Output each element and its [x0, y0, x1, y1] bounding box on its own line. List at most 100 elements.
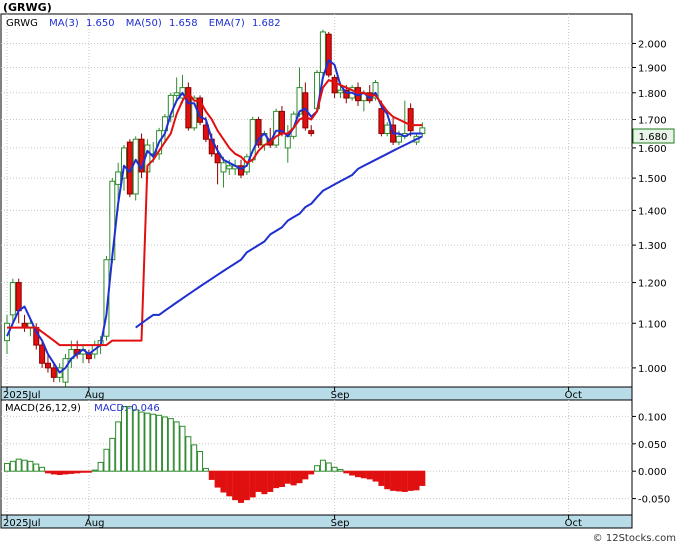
candle-body	[220, 162, 227, 173]
macd-bar	[273, 470, 280, 489]
candle	[9, 278, 16, 324]
candle	[255, 116, 262, 148]
price-y-axis: 2.000 1.900 1.800 1.700 1.600 1.500 1.400 1.300…	[632, 39, 667, 375]
macd-bar	[355, 470, 361, 478]
macd-legend-label: MACD(26,12,9)	[5, 403, 81, 414]
price-panel-frame	[0, 13, 633, 388]
macd-bar	[4, 463, 10, 472]
macd-bar	[220, 470, 227, 493]
price-grid	[1, 14, 632, 387]
candle	[419, 122, 426, 137]
price-lines	[6, 59, 423, 374]
macd-bar	[56, 470, 63, 475]
macd-bar	[33, 463, 40, 472]
candle-body	[173, 92, 180, 96]
macd-date-label: Aug	[85, 518, 105, 529]
macd-bar	[115, 421, 122, 472]
macd-bar	[191, 444, 198, 472]
macd-bar	[278, 470, 285, 488]
candle-body	[132, 138, 139, 195]
macd-bar	[156, 414, 163, 472]
macd-bar	[173, 421, 180, 472]
candle	[273, 108, 280, 148]
macd-bar	[267, 470, 274, 492]
last-price-badge-box	[632, 128, 675, 144]
macd-y-axis: 0.100 0.050 0.000 -0.050	[632, 412, 670, 506]
macd-bar	[161, 416, 168, 472]
macd-bar	[401, 470, 408, 492]
candle	[319, 29, 326, 80]
candle	[39, 340, 46, 368]
macd-bar	[9, 460, 16, 472]
legend-ma50-label: MA(50)	[126, 18, 162, 29]
macd-bar	[319, 459, 326, 472]
price-date-label: Sep	[331, 390, 350, 401]
macd-bar	[413, 470, 420, 491]
candle	[372, 79, 379, 101]
macd-bar	[80, 470, 87, 473]
candle-body	[238, 165, 244, 176]
macd-bar	[202, 467, 209, 472]
macd-bar	[109, 437, 116, 472]
macd-bar	[15, 458, 22, 472]
legend-ma3-label: MA(3)	[49, 18, 79, 29]
price-tick-label: 1.800	[638, 89, 667, 100]
macd-bar	[103, 448, 110, 472]
macd-bar	[21, 459, 28, 472]
price-tick-label: 1.900	[638, 63, 667, 74]
candle	[50, 363, 57, 383]
macd-bar	[349, 470, 356, 476]
macd-panel-frame	[0, 399, 633, 516]
candle-body	[407, 108, 414, 132]
candle-body	[419, 127, 426, 135]
price-tick-label: 1.300	[638, 241, 667, 252]
macd-bar	[150, 413, 157, 472]
candle-body	[343, 89, 350, 99]
macd-bar	[44, 470, 51, 474]
macd-bar	[97, 461, 104, 472]
candle	[308, 125, 315, 137]
candle-body	[395, 135, 402, 143]
macd-bar	[85, 470, 92, 473]
candle-body	[121, 147, 127, 179]
macd-bar	[243, 470, 250, 501]
macd-bar	[50, 470, 57, 475]
ma50-line	[135, 135, 423, 329]
macd-bar	[378, 470, 385, 486]
macd-bar	[384, 470, 391, 490]
candle-body	[226, 165, 233, 170]
candle-body	[185, 87, 192, 129]
macd-bar	[314, 465, 321, 472]
price-date-label: Aug	[85, 390, 105, 401]
price-tick-label: 1.500	[638, 174, 667, 185]
macd-legend-value: MACD:-0.046	[94, 403, 160, 414]
candle-body	[273, 110, 280, 146]
macd-bar	[343, 470, 350, 474]
candle	[325, 31, 332, 78]
macd-legend: MACD(26,12,9) MACD:-0.046	[5, 403, 160, 414]
last-price-badge: 1.680	[632, 128, 675, 144]
legend-ema7-value: 1.682	[252, 18, 281, 29]
macd-bar	[395, 470, 402, 492]
chart-title: (GRWG)	[3, 1, 52, 14]
price-tick-label: 1.700	[638, 116, 667, 127]
macd-bar	[360, 470, 367, 479]
macd-bar	[390, 470, 397, 491]
candle-body	[138, 138, 145, 173]
candle-body	[39, 344, 46, 364]
macd-bar	[407, 470, 414, 491]
macd-bar	[337, 469, 344, 472]
macd-bar	[179, 425, 186, 472]
legend-symbol: GRWG	[6, 18, 38, 29]
macd-date-label: Oct	[565, 518, 582, 529]
price-tick-label: 1.000	[638, 364, 667, 375]
macd-date-label: Sep	[331, 518, 350, 529]
ema7-line	[7, 79, 423, 347]
macd-bar	[296, 470, 303, 484]
macd-tick-label: 0.050	[638, 440, 667, 451]
candle-body	[372, 82, 379, 99]
candle-body	[44, 362, 51, 369]
macd-x-axis: 2025Jul Aug Sep Oct	[3, 515, 582, 529]
price-tick-label: 1.100	[638, 319, 667, 330]
